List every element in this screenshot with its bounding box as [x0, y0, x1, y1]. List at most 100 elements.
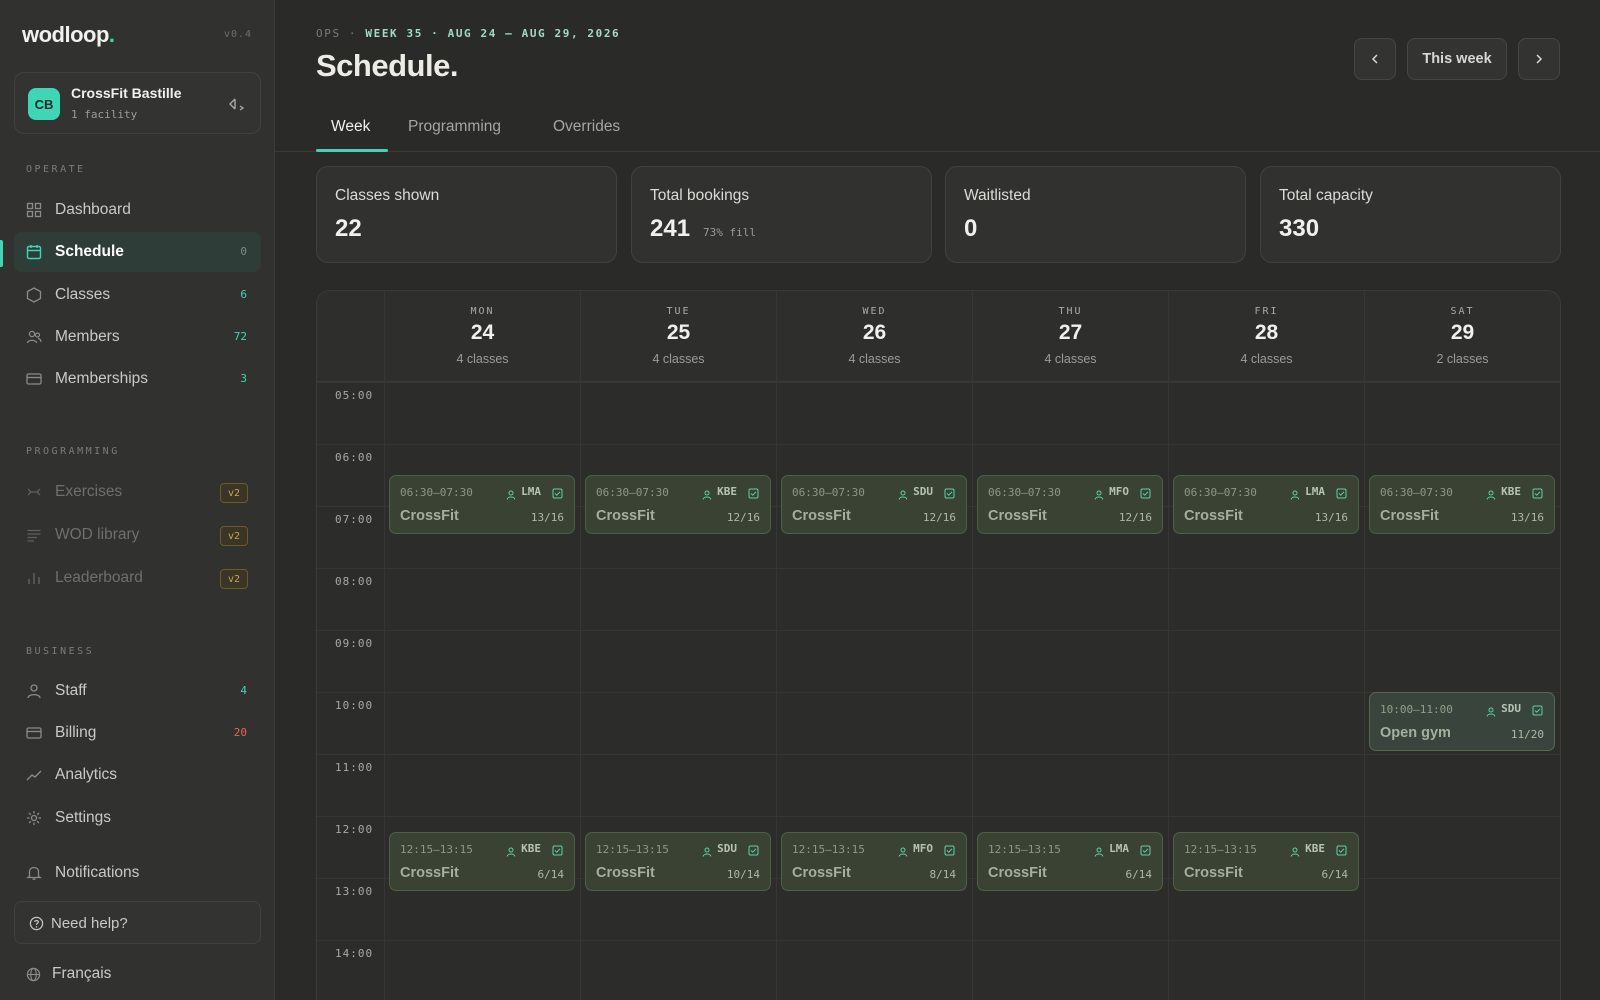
this-week-button[interactable]: This week	[1407, 38, 1507, 80]
stat-subtext: 73% fill	[703, 226, 756, 239]
facility-switcher[interactable]: CB CrossFit Bastille 1 facility	[14, 72, 261, 134]
checklist-icon	[552, 843, 563, 856]
sidebar-item-memberships[interactable]: Memberships 3	[14, 359, 261, 399]
sidebar-item-staff[interactable]: Staff 4	[14, 671, 261, 711]
stat-value: 241	[650, 215, 691, 242]
class-event-card[interactable]: 06:30–07:30 KBE CrossFit 12/16	[585, 475, 771, 534]
coach-icon	[1094, 844, 1104, 857]
language-switcher[interactable]: Français	[26, 963, 246, 987]
event-capacity: 13/16	[1510, 511, 1544, 524]
event-capacity: 13/16	[1314, 511, 1348, 524]
event-name: CrossFit	[988, 865, 1047, 881]
day-column-divider	[1168, 382, 1169, 1000]
event-coach: LMA	[521, 485, 541, 498]
version-badge: v2	[220, 526, 248, 546]
day-header-sat[interactable]: SAT 29 2 classes	[1364, 291, 1560, 382]
dashboard-icon	[26, 202, 42, 218]
sidebar-item-classes[interactable]: Classes 6	[14, 275, 261, 315]
next-week-button[interactable]	[1518, 38, 1560, 80]
breadcrumb-week: WEEK 35 · AUG 24 – AUG 29, 2026	[365, 27, 621, 40]
class-event-card[interactable]: 06:30–07:30 SDU CrossFit 12/16	[781, 475, 967, 534]
bar-chart-icon	[26, 570, 42, 586]
event-coach: MFO	[1109, 485, 1129, 498]
event-name: CrossFit	[1184, 865, 1243, 881]
section-label-operate: OPERATE	[26, 164, 86, 175]
stat-card-classes-shown: Classes shown 22	[316, 166, 617, 263]
event-name: CrossFit	[1184, 508, 1243, 524]
app-logo[interactable]: wodloop.	[22, 22, 115, 48]
checklist-icon	[944, 843, 955, 856]
sidebar-item-label: Notifications	[55, 864, 140, 881]
class-event-card[interactable]: 06:30–07:30 LMA CrossFit 13/16	[389, 475, 575, 534]
help-button[interactable]: Need help?	[14, 901, 261, 944]
event-time: 06:30–07:30	[596, 486, 669, 499]
sidebar-item-leaderboard[interactable]: Leaderboard v2	[14, 558, 261, 598]
day-header-wed[interactable]: WED 26 4 classes	[776, 291, 972, 382]
day-of-week: WED	[862, 306, 887, 317]
sidebar-item-label: Schedule	[55, 243, 124, 260]
day-header-tue[interactable]: TUE 25 4 classes	[580, 291, 776, 382]
day-of-week: THU	[1058, 306, 1083, 317]
event-capacity: 10/14	[726, 868, 760, 881]
sidebar-item-notifications[interactable]: Notifications	[14, 853, 261, 893]
day-number: 25	[666, 321, 691, 344]
class-event-card[interactable]: 06:30–07:30 MFO CrossFit 12/16	[977, 475, 1163, 534]
checklist-icon	[1532, 486, 1543, 499]
class-event-card[interactable]: 10:00–11:00 SDU Open gym 11/20	[1369, 692, 1555, 751]
day-of-week: SAT	[1450, 306, 1475, 317]
day-header-thu[interactable]: THU 27 4 classes	[972, 291, 1168, 382]
help-label: Need help?	[51, 915, 128, 932]
version-badge: v2	[220, 483, 248, 503]
sidebar-item-exercises[interactable]: Exercises v2	[14, 472, 261, 512]
class-event-card[interactable]: 12:15–13:15 LMA CrossFit 6/14	[977, 832, 1163, 891]
sidebar-item-count: 20	[233, 726, 247, 739]
sidebar-item-schedule[interactable]: Schedule 0	[14, 232, 261, 272]
week-calendar: MON 24 4 classes TUE 25 4 classes WED 26 4 class…	[316, 290, 1561, 1000]
event-coach: SDU	[913, 485, 933, 498]
sidebar-item-dashboard[interactable]: Dashboard	[14, 190, 261, 230]
event-name: Open gym	[1380, 725, 1451, 741]
tab-programming[interactable]: Programming	[408, 118, 502, 135]
day-number: 28	[1254, 321, 1279, 344]
event-capacity: 6/14	[537, 868, 565, 881]
day-header-fri[interactable]: FRI 28 4 classes	[1168, 291, 1364, 382]
app-version: v0.4	[224, 29, 253, 40]
hour-row: 08:00	[317, 568, 1560, 630]
day-number: 27	[1058, 321, 1083, 344]
checklist-icon	[1140, 486, 1151, 499]
coach-icon	[1290, 844, 1300, 857]
event-name: CrossFit	[792, 865, 851, 881]
day-column-divider	[972, 382, 973, 1000]
sidebar-item-members[interactable]: Members 72	[14, 317, 261, 357]
tab-overrides[interactable]: Overrides	[553, 118, 621, 135]
event-capacity: 12/16	[1118, 511, 1152, 524]
calendar-header: MON 24 4 classes TUE 25 4 classes WED 26 4 class…	[317, 291, 1560, 382]
globe-icon	[26, 967, 41, 982]
event-time: 06:30–07:30	[792, 486, 865, 499]
hour-label: 13:00	[335, 885, 374, 898]
collapse-sidebar-icon[interactable]	[227, 94, 247, 114]
stat-value: 0	[964, 215, 978, 242]
sidebar-item-label: Exercises	[55, 483, 123, 500]
previous-week-button[interactable]	[1354, 38, 1396, 80]
tab-week[interactable]: Week	[331, 118, 371, 135]
stat-label: Total capacity	[1279, 187, 1373, 204]
class-event-card[interactable]: 06:30–07:30 KBE CrossFit 13/16	[1369, 475, 1555, 534]
sidebar-item-billing[interactable]: Billing 20	[14, 713, 261, 753]
sidebar-item-analytics[interactable]: Analytics	[14, 755, 261, 795]
event-time: 12:15–13:15	[596, 843, 669, 856]
class-event-card[interactable]: 12:15–13:15 KBE CrossFit 6/14	[1173, 832, 1359, 891]
event-time: 06:30–07:30	[1184, 486, 1257, 499]
class-event-card[interactable]: 12:15–13:15 SDU CrossFit 10/14	[585, 832, 771, 891]
sidebar-item-wod-library[interactable]: WOD library v2	[14, 515, 261, 555]
sidebar-item-label: Staff	[55, 682, 87, 699]
checklist-icon	[552, 486, 563, 499]
chevron-right-icon	[1536, 54, 1543, 64]
class-event-card[interactable]: 12:15–13:15 MFO CrossFit 8/14	[781, 832, 967, 891]
breadcrumb-separator: ·	[348, 27, 358, 40]
sidebar-item-settings[interactable]: Settings	[14, 798, 261, 838]
class-event-card[interactable]: 12:15–13:15 KBE CrossFit 6/14	[389, 832, 575, 891]
class-event-card[interactable]: 06:30–07:30 LMA CrossFit 13/16	[1173, 475, 1359, 534]
day-header-mon[interactable]: MON 24 4 classes	[384, 291, 580, 382]
page-title: Schedule.	[316, 48, 458, 83]
